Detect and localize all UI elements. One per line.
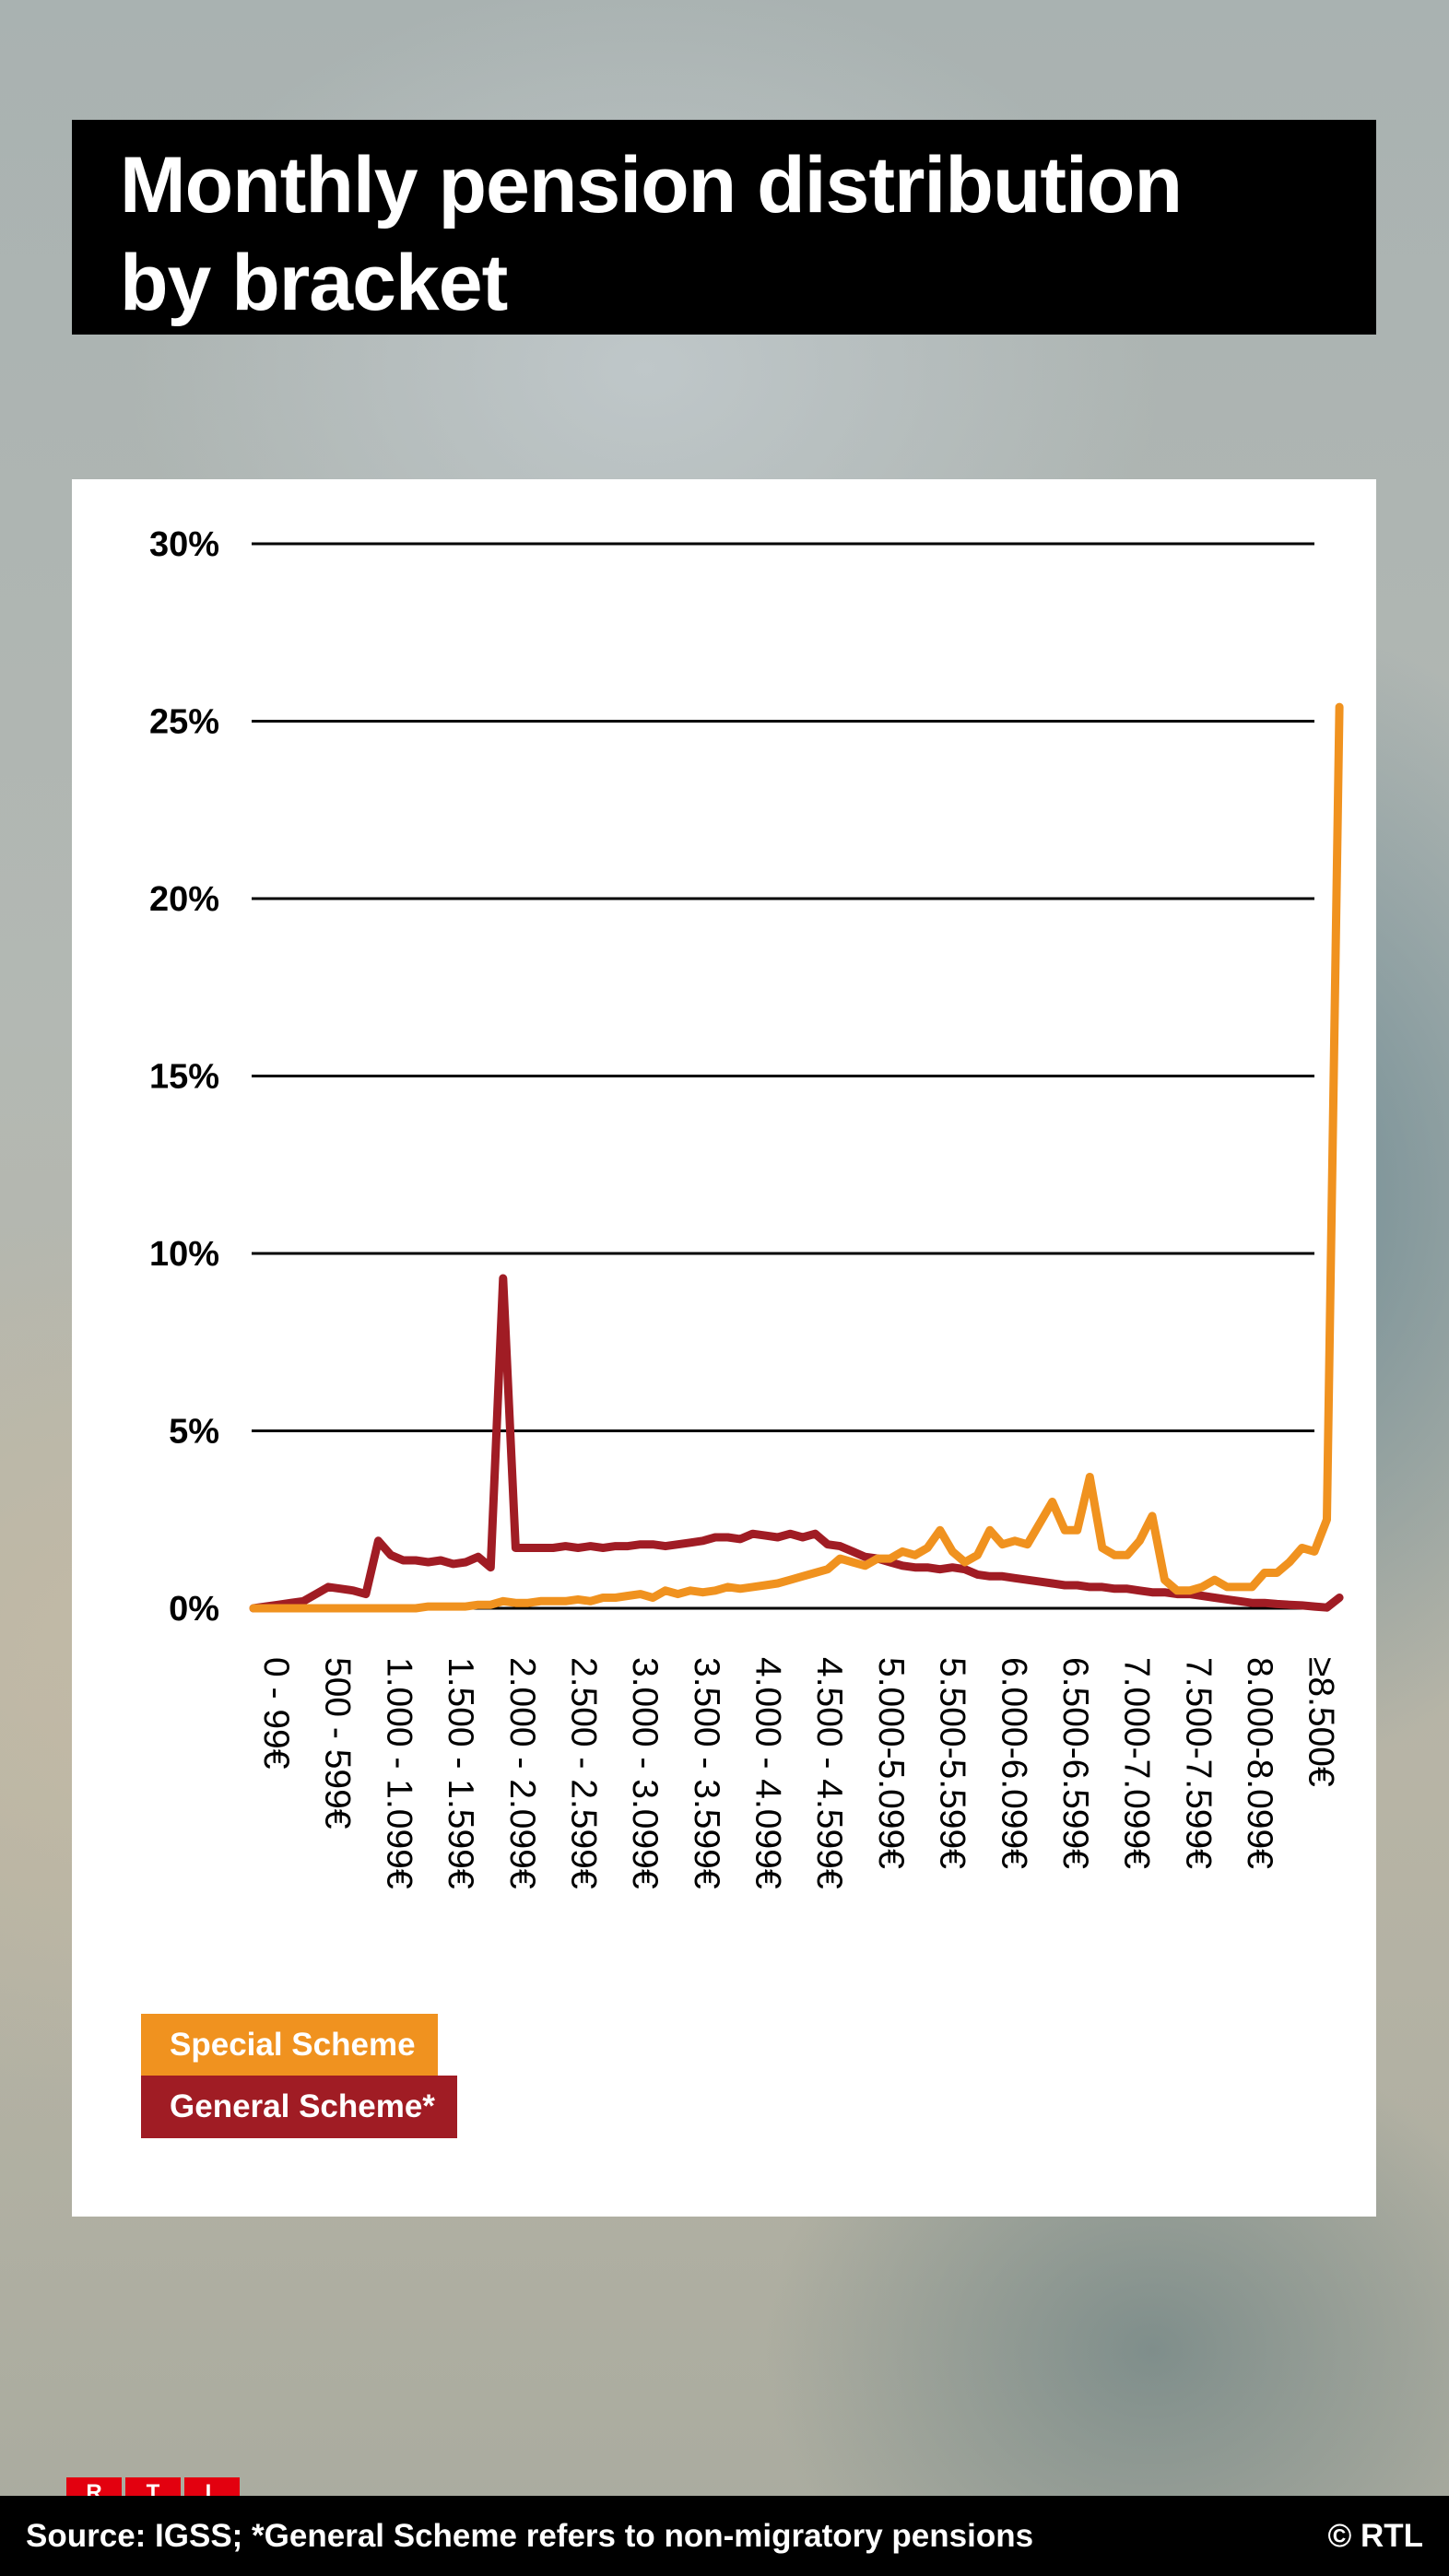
y-tick-label: 5% [169, 1413, 219, 1452]
x-tick-label: 0 - 99€ [256, 1657, 296, 1770]
x-tick-label: 6.000-6.099€ [994, 1657, 1033, 1869]
chart-panel: 0% 5% 10% 15% 20% 25% 30% 0 - 99€ 500 - 599€ 1.00… [72, 479, 1376, 2217]
x-tick-label: 7.500-7.599€ [1178, 1657, 1218, 1869]
footer-bar: Source: IGSS; *General Scheme refers to … [0, 2496, 1449, 2576]
legend-item-general-scheme: General Scheme* [141, 2076, 457, 2138]
y-tick-label: 30% [149, 525, 219, 564]
legend-label-special-scheme: Special Scheme [170, 2027, 416, 2063]
x-tick-label: 5.500-5.599€ [933, 1657, 972, 1869]
x-tick-label: 500 - 599€ [318, 1657, 358, 1829]
series-line-general-scheme [249, 1274, 1344, 1613]
x-tick-label: 3.500 - 3.599€ [687, 1657, 726, 1889]
x-tick-label: 1.000 - 1.099€ [379, 1657, 418, 1889]
x-tick-label: 4.500 - 4.599€ [809, 1657, 849, 1889]
y-tick-label: 0% [169, 1590, 219, 1629]
x-tick-label: 2.000 - 2.099€ [502, 1657, 542, 1889]
footer-copyright: © RTL [1327, 2518, 1423, 2554]
legend-item-special-scheme: Special Scheme [141, 2014, 438, 2076]
x-tick-label: 1.500 - 1.599€ [441, 1657, 480, 1889]
y-tick-label: 15% [149, 1058, 219, 1097]
x-tick-label: ≥8.500€ [1302, 1657, 1341, 1787]
line-chart: 0% 5% 10% 15% 20% 25% 30% 0 - 99€ 500 - 599€ 1.00… [149, 525, 1344, 1889]
y-tick-label: 10% [149, 1235, 219, 1274]
x-tick-label: 4.000 - 4.099€ [748, 1657, 788, 1889]
title-banner: Monthly pension distribution by bracket [72, 120, 1376, 335]
footer-source-text: Source: IGSS; *General Scheme refers to … [26, 2518, 1034, 2554]
y-tick-label: 20% [149, 880, 219, 919]
x-tick-label: 2.500 - 2.599€ [563, 1657, 603, 1889]
page-title: Monthly pension distribution by bracket [120, 141, 1183, 327]
y-tick-label: 25% [149, 703, 219, 742]
legend-label-general-scheme: General Scheme* [170, 2088, 435, 2124]
x-tick-label: 3.000 - 3.099€ [625, 1657, 665, 1889]
series-line-special-scheme [249, 702, 1344, 1613]
x-tick-label: 8.000-8.099€ [1240, 1657, 1279, 1869]
x-tick-label: 7.000-7.099€ [1117, 1657, 1157, 1869]
x-tick-label: 5.000-5.099€ [871, 1657, 911, 1869]
x-tick-label: 6.500-6.599€ [1055, 1657, 1095, 1869]
